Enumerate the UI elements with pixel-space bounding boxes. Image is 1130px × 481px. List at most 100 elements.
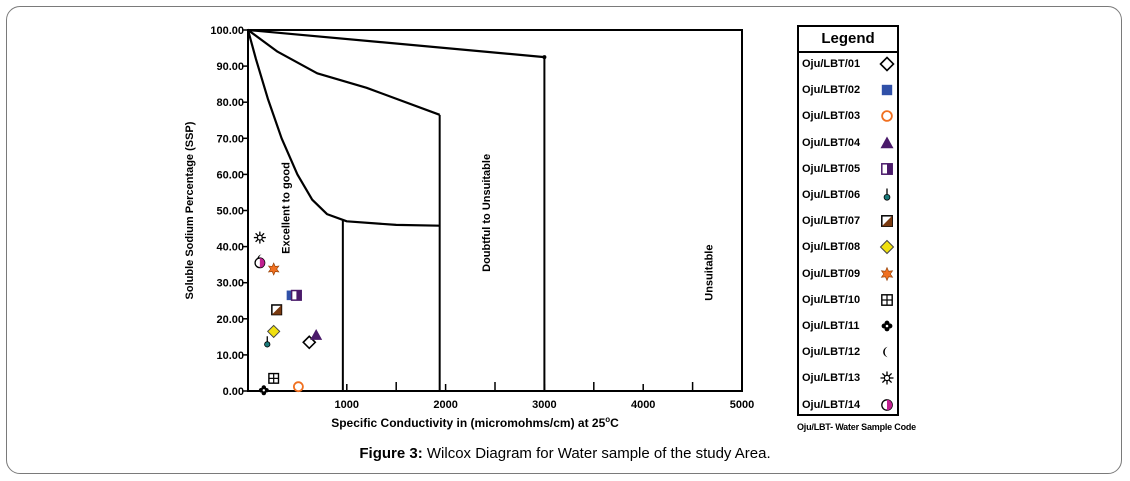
legend-marker xyxy=(879,240,895,255)
boundary-endpoint xyxy=(542,55,547,60)
legend-marker-icon xyxy=(879,240,895,255)
legend-item-label: Oju/LBT/07 xyxy=(802,215,861,228)
legend-marker-icon xyxy=(880,136,894,148)
x-tick-label: 1000 xyxy=(335,399,359,411)
legend-item-label: Oju/LBT/10 xyxy=(802,293,861,306)
legend-item: Oju/LBT/04 xyxy=(799,132,897,156)
caption-text: Wilcox Diagram for Water sample of the s… xyxy=(422,445,771,462)
region-label: Unsuitable xyxy=(703,245,715,301)
good-permissible-boundary xyxy=(247,29,441,116)
data-point xyxy=(310,329,323,340)
y-tick-label: 20.00 xyxy=(216,314,244,326)
legend-marker-icon xyxy=(880,371,894,385)
legend-marker xyxy=(883,188,891,201)
legend-note: Oju/LBT- Water Sample Code xyxy=(797,422,916,432)
y-tick-label: 50.00 xyxy=(216,206,244,218)
legend-item-label: Oju/LBT/01 xyxy=(802,58,861,70)
legend-item: Oju/LBT/08 xyxy=(799,236,897,260)
legend-marker xyxy=(883,346,889,358)
legend-item: Oju/LBT/12 xyxy=(799,341,897,365)
legend-item-label: Oju/LBT/13 xyxy=(802,372,861,385)
legend-item: Oju/LBT/06 xyxy=(799,184,897,208)
legend-marker-icon xyxy=(883,188,891,201)
x-tick-label: 4000 xyxy=(631,399,655,411)
legend-marker-icon xyxy=(881,162,893,175)
legend-item: Oju/LBT/11 xyxy=(799,315,897,339)
legend-marker-icon xyxy=(881,84,893,96)
data-point xyxy=(264,336,271,348)
legend-item: Oju/LBT/13 xyxy=(799,367,897,391)
y-tick-label: 70.00 xyxy=(216,133,244,145)
legend-marker xyxy=(879,56,895,72)
y-axis-label: Soluble Sodium Percentage (SSP) xyxy=(184,121,196,299)
data-point xyxy=(266,324,281,339)
y-tick-label: 40.00 xyxy=(216,242,244,254)
legend-item-label: Oju/LBT/11 xyxy=(802,320,860,332)
data-point xyxy=(292,381,304,393)
legend-item-label: Oju/LBT/14 xyxy=(802,398,861,411)
y-tick-label: 0.00 xyxy=(223,386,244,398)
legend-item-label: Oju/LBT/06 xyxy=(802,189,861,201)
data-point xyxy=(271,304,283,316)
legend-marker xyxy=(880,136,894,148)
legend-item: Oju/LBT/01 xyxy=(799,53,897,77)
y-tick-label: 60.00 xyxy=(216,169,244,181)
legend-marker-icon xyxy=(883,346,889,358)
y-tick-label: 90.00 xyxy=(216,61,244,73)
y-tick-label: 10.00 xyxy=(216,350,244,362)
legend-item-label: Oju/LBT/09 xyxy=(802,267,861,280)
legend-marker xyxy=(881,215,893,228)
legend-item-label: Oju/LBT/08 xyxy=(802,241,861,254)
legend-item-label: Oju/LBT/02 xyxy=(802,84,861,97)
legend-marker xyxy=(881,320,893,332)
legend-item: Oju/LBT/05 xyxy=(799,158,897,182)
legend-item: Oju/LBT/07 xyxy=(799,210,897,234)
legend-marker xyxy=(881,84,893,96)
legend-marker-icon xyxy=(881,110,893,123)
legend-item-label: Oju/LBT/03 xyxy=(802,110,861,123)
region-label: Excellent to good xyxy=(280,162,292,254)
data-point xyxy=(268,372,280,384)
legend-item: Oju/LBT/14 xyxy=(799,394,897,418)
x-tick-label: 2000 xyxy=(433,399,457,411)
legend-marker xyxy=(880,371,894,385)
legend-item: Oju/LBT/02 xyxy=(799,79,897,103)
region-label: Doubtful to Unsuitable xyxy=(481,154,493,272)
legend-marker xyxy=(881,398,893,411)
legend-marker xyxy=(880,266,894,281)
legend-marker xyxy=(881,293,893,306)
legend-box: Legend Oju/LBT/01 Oju/LBT/02 Oju/LBT/03 Oju… xyxy=(797,25,899,416)
legend-item: Oju/LBT/03 xyxy=(799,105,897,129)
legend-title: Legend xyxy=(799,27,897,53)
data-point xyxy=(253,231,266,244)
y-tick-label: 100.00 xyxy=(210,25,244,37)
data-point xyxy=(267,262,280,276)
figure-caption: Figure 3: Wilcox Diagram for Water sampl… xyxy=(0,445,1130,462)
y-tick-label: 30.00 xyxy=(216,278,244,290)
legend-item: Oju/LBT/10 xyxy=(799,289,897,313)
caption-label: Figure 3: xyxy=(359,445,423,462)
figure-frame xyxy=(6,6,1122,474)
legend-marker-icon xyxy=(881,215,893,228)
legend-item-label: Oju/LBT/04 xyxy=(802,136,861,149)
legend-marker xyxy=(881,110,893,123)
legend-marker xyxy=(881,162,893,175)
legend-marker-icon xyxy=(881,398,893,411)
wilcox-chart: 0.00 10.00 20.00 30.00 40.00 50.00 60.00 70.00 8… xyxy=(184,25,754,430)
data-point xyxy=(254,257,266,269)
x-axis-label: Specific Conductivity in (micromohms/cm)… xyxy=(331,415,619,430)
excellent-good-boundary xyxy=(246,29,440,227)
legend-marker-icon xyxy=(881,293,893,306)
doubtful-unsuitable-boundary xyxy=(247,28,545,59)
legend-item-label: Oju/LBT/12 xyxy=(802,346,861,359)
legend-marker-icon xyxy=(879,56,895,72)
legend-item: Oju/LBT/09 xyxy=(799,263,897,287)
y-tick-label: 80.00 xyxy=(216,97,244,109)
data-point xyxy=(258,385,269,396)
data-point xyxy=(290,289,302,301)
legend-marker-icon xyxy=(881,320,893,332)
x-tick-label: 5000 xyxy=(730,399,754,411)
legend-item-label: Oju/LBT/05 xyxy=(802,162,861,175)
x-tick-label: 3000 xyxy=(532,399,556,411)
legend-marker-icon xyxy=(880,266,894,281)
